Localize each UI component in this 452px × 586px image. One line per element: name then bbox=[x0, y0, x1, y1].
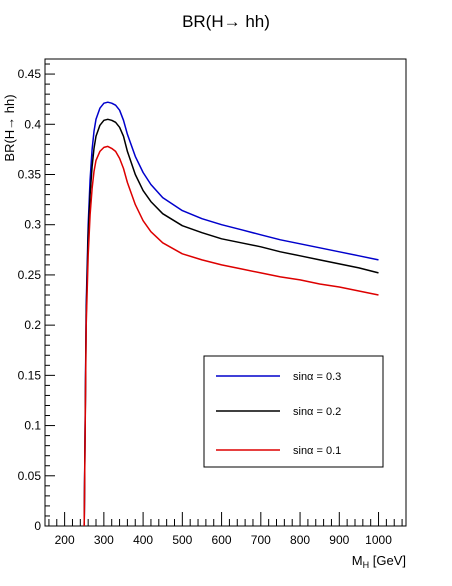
x-tick-label: 400 bbox=[133, 533, 153, 547]
x-tick-label: 700 bbox=[251, 533, 271, 547]
legend-label-2: sinα = 0.2 bbox=[293, 406, 341, 418]
x-axis-label: MH [GeV] bbox=[352, 553, 406, 570]
legend: sinα = 0.3 sinα = 0.2 sinα = 0.1 bbox=[203, 355, 384, 468]
y-tick-label: 0.05 bbox=[18, 469, 42, 483]
series-group bbox=[83, 101, 379, 527]
x-axis-label-unit: [GeV] bbox=[369, 553, 406, 568]
y-axis: 0 0.05 0.1 0.15 0.2 0.25 0.3 0.35 0.4 0.45 bbox=[18, 63, 55, 533]
y-tick-label: 0.35 bbox=[18, 167, 42, 181]
x-tick-label: 1000 bbox=[365, 533, 392, 547]
series-line-1 bbox=[83, 101, 379, 527]
y-tick-label: 0.2 bbox=[24, 318, 41, 332]
y-tick-label: 0 bbox=[34, 519, 41, 533]
x-tick-label: 900 bbox=[329, 533, 349, 547]
x-tick-label: 200 bbox=[55, 533, 75, 547]
legend-entries: sinα = 0.3 sinα = 0.2 sinα = 0.1 bbox=[216, 371, 341, 457]
legend-label-1: sinα = 0.3 bbox=[293, 371, 341, 383]
legend-label-3: sinα = 0.1 bbox=[293, 445, 341, 457]
y-axis-label: BR(H→ hh) bbox=[2, 94, 17, 161]
x-axis: 200 300 400 500 600 700 800 900 1000 bbox=[48, 512, 403, 547]
y-tick-label: 0.45 bbox=[18, 67, 42, 81]
series-line-3 bbox=[83, 145, 379, 527]
plot-frame bbox=[44, 58, 407, 527]
y-tick-label: 0.3 bbox=[24, 218, 41, 232]
y-tick-label: 0.1 bbox=[24, 419, 41, 433]
x-tick-label: 300 bbox=[94, 533, 114, 547]
y-axis-label-text: BR(H→ hh) bbox=[2, 94, 17, 161]
x-tick-label: 800 bbox=[290, 533, 310, 547]
y-tick-label: 0.25 bbox=[18, 268, 42, 282]
chart-title: BR(H→ hh) bbox=[182, 12, 270, 31]
x-tick-label: 600 bbox=[212, 533, 232, 547]
x-axis-label-main: M bbox=[352, 553, 363, 568]
y-tick-label: 0.4 bbox=[24, 117, 41, 131]
x-axis-label-sub: H bbox=[363, 560, 370, 570]
series-line-2 bbox=[83, 118, 379, 527]
y-tick-label: 0.15 bbox=[18, 368, 42, 382]
x-tick-label: 500 bbox=[172, 533, 192, 547]
